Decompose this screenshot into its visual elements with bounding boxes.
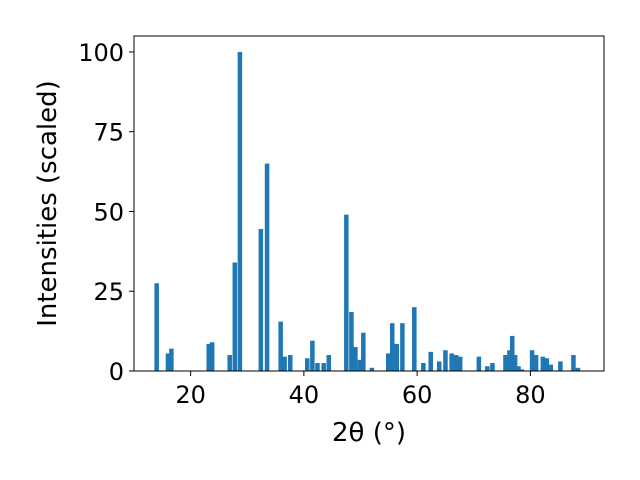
bar xyxy=(278,321,283,371)
bars-group xyxy=(154,51,581,371)
x-tick-label: 80 xyxy=(515,381,546,409)
bar xyxy=(389,323,395,371)
bar xyxy=(344,214,349,371)
bar xyxy=(503,355,508,371)
bar xyxy=(544,358,550,371)
bar xyxy=(516,366,521,371)
bar xyxy=(258,229,264,371)
bar xyxy=(571,355,576,371)
bar xyxy=(310,340,315,371)
bar xyxy=(369,367,375,371)
x-axis-label: 2θ (°) xyxy=(332,418,406,448)
bar xyxy=(453,355,459,371)
bar xyxy=(449,353,454,371)
bar xyxy=(169,348,174,371)
x-tick-label: 20 xyxy=(175,381,206,409)
bar xyxy=(540,356,546,371)
bar xyxy=(321,363,326,371)
bar xyxy=(558,361,563,371)
bar xyxy=(510,335,515,371)
bar xyxy=(421,363,426,371)
bar xyxy=(209,342,215,371)
bar xyxy=(529,350,535,371)
bar xyxy=(519,369,525,371)
bar xyxy=(512,355,518,371)
bar xyxy=(428,351,433,371)
bar xyxy=(206,343,212,371)
bar xyxy=(400,323,405,371)
bar xyxy=(476,356,482,371)
bar xyxy=(232,262,238,371)
bar xyxy=(357,359,363,371)
bar xyxy=(349,311,354,371)
bar xyxy=(288,355,293,371)
bar xyxy=(457,356,463,371)
bar xyxy=(353,347,358,371)
y-axis-label: Intensities (scaled) xyxy=(33,80,63,327)
bar xyxy=(227,355,232,371)
y-axis-ticks: 0 25 50 75 100 xyxy=(78,39,134,386)
bar xyxy=(237,51,243,371)
bar xyxy=(436,361,442,371)
bar xyxy=(361,332,366,371)
bar xyxy=(326,355,332,371)
x-axis-ticks: 20 40 60 80 xyxy=(175,371,546,409)
bar xyxy=(533,355,539,371)
bar xyxy=(575,367,581,371)
y-tick-label: 0 xyxy=(109,358,124,386)
bar xyxy=(264,163,270,371)
bar xyxy=(154,283,159,371)
bar xyxy=(485,366,490,371)
x-tick-label: 40 xyxy=(289,381,320,409)
bar xyxy=(394,343,400,371)
bar xyxy=(507,350,512,371)
y-tick-label: 75 xyxy=(93,119,124,147)
y-tick-label: 25 xyxy=(93,278,124,306)
bar xyxy=(548,364,554,371)
bar xyxy=(305,358,310,371)
bar xyxy=(412,307,417,371)
bar xyxy=(443,350,448,371)
bar xyxy=(385,353,391,371)
y-tick-label: 100 xyxy=(78,39,124,67)
bar xyxy=(282,356,287,371)
x-tick-label: 60 xyxy=(402,381,433,409)
bar xyxy=(165,353,171,371)
y-tick-label: 50 xyxy=(93,198,124,226)
plot-frame xyxy=(133,35,605,372)
bar xyxy=(315,363,320,371)
bar xyxy=(490,363,495,371)
